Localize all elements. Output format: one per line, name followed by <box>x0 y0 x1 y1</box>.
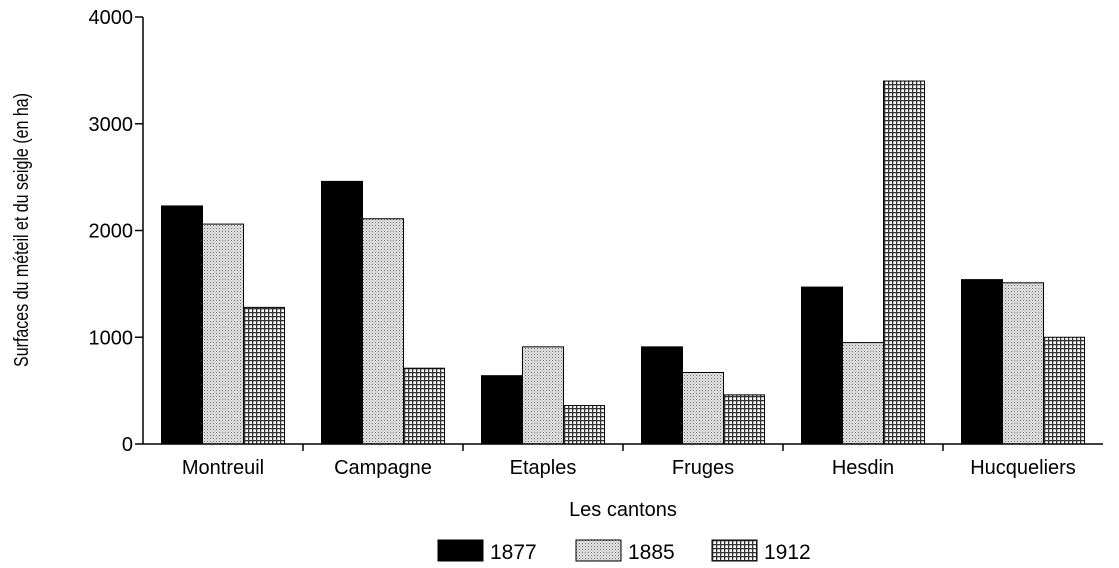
bar-1877-etaples <box>481 375 523 445</box>
x-category-label: Montreuil <box>182 457 264 479</box>
x-category-label: Hesdin <box>832 457 894 479</box>
y-ticks-group: 0 1000 2000 3000 4000 <box>89 7 143 456</box>
bar-1885-montreuil <box>202 223 244 445</box>
x-category-label: Etaples <box>510 457 577 479</box>
bar-1912-etaples <box>563 405 605 445</box>
bar-1885-campagne <box>362 218 404 445</box>
bar-1885-hucqueliers <box>1002 282 1044 445</box>
y-axis-title: Surfaces du méteil et du seigle (en ha) <box>10 93 32 367</box>
bar-1912-montreuil <box>243 306 285 445</box>
x-category-label: Campagne <box>334 457 432 479</box>
legend-label-1912: 1912 <box>764 541 811 564</box>
y-tick-label: 3000 <box>89 114 134 136</box>
bars-group <box>161 80 1085 445</box>
bar-1912-campagne <box>403 367 445 445</box>
x-category-label: Hucqueliers <box>970 457 1076 479</box>
bar-1877-fruges <box>641 346 683 445</box>
legend: 1877 1885 1912 <box>437 539 811 564</box>
bar-1885-etaples <box>522 346 564 445</box>
bar-1885-fruges <box>682 371 724 445</box>
legend-swatch-1885 <box>575 539 622 562</box>
legend-label-1877: 1877 <box>490 541 537 564</box>
bar-1877-montreuil <box>161 205 203 445</box>
legend-swatch-1912 <box>711 539 758 562</box>
bar-1877-hucqueliers <box>961 279 1003 445</box>
legend-swatch-1877 <box>437 539 484 562</box>
y-tick-label: 2000 <box>89 221 134 243</box>
y-tick-label: 1000 <box>89 327 134 349</box>
y-tick-label: 4000 <box>89 7 134 29</box>
x-axis-title: Les cantons <box>569 499 677 521</box>
x-ticks-group: Montreuil Campagne Etaples Fruges Hesdin Hucq… <box>182 444 1076 479</box>
bar-1877-hesdin <box>801 286 843 445</box>
bar-1877-campagne <box>321 180 363 445</box>
legend-label-1885: 1885 <box>628 541 675 564</box>
bar-1912-fruges <box>723 394 765 445</box>
bar-1912-hucqueliers <box>1043 336 1085 445</box>
bar-1912-hesdin <box>883 80 925 445</box>
bar-1885-hesdin <box>842 342 884 445</box>
y-tick-label: 0 <box>122 434 133 456</box>
x-category-label: Fruges <box>672 457 734 479</box>
